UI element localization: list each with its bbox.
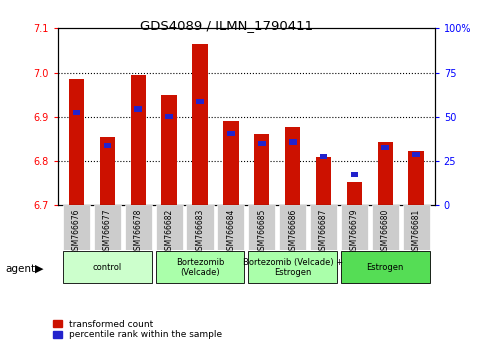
Bar <box>130 75 146 205</box>
FancyBboxPatch shape <box>248 251 337 283</box>
Text: GSM766676: GSM766676 <box>72 209 81 255</box>
Text: GSM766684: GSM766684 <box>227 209 235 255</box>
FancyBboxPatch shape <box>63 251 152 283</box>
Bar <box>316 157 331 205</box>
Bar <box>72 110 80 115</box>
Text: agent: agent <box>6 264 36 274</box>
Text: GSM766683: GSM766683 <box>196 209 204 255</box>
FancyBboxPatch shape <box>310 205 337 250</box>
Bar <box>289 139 297 145</box>
Bar <box>320 154 327 159</box>
Bar <box>192 44 208 205</box>
FancyBboxPatch shape <box>341 251 430 283</box>
FancyBboxPatch shape <box>403 205 430 250</box>
Bar <box>378 142 393 205</box>
FancyBboxPatch shape <box>341 205 368 250</box>
Bar <box>351 172 358 177</box>
Text: GDS4089 / ILMN_1790411: GDS4089 / ILMN_1790411 <box>141 19 313 33</box>
FancyBboxPatch shape <box>279 205 306 250</box>
FancyBboxPatch shape <box>248 205 275 250</box>
Text: GSM766687: GSM766687 <box>319 209 328 255</box>
Bar <box>285 127 300 205</box>
Bar <box>347 182 362 205</box>
Bar <box>254 134 270 205</box>
Text: Bortezomib (Velcade) +
Estrogen: Bortezomib (Velcade) + Estrogen <box>242 258 343 277</box>
FancyBboxPatch shape <box>94 205 121 250</box>
Text: Bortezomib
(Velcade): Bortezomib (Velcade) <box>176 258 224 277</box>
FancyBboxPatch shape <box>125 205 152 250</box>
Text: Estrogen: Estrogen <box>367 263 404 272</box>
FancyBboxPatch shape <box>156 205 183 250</box>
Bar <box>99 137 115 205</box>
Text: ▶: ▶ <box>35 264 43 274</box>
Text: control: control <box>93 263 122 272</box>
Text: GSM766681: GSM766681 <box>412 209 421 255</box>
Bar <box>165 114 173 120</box>
Bar <box>103 143 111 148</box>
Text: GSM766679: GSM766679 <box>350 209 359 255</box>
Bar <box>196 99 204 104</box>
FancyBboxPatch shape <box>156 251 244 283</box>
Bar <box>409 151 424 205</box>
Bar <box>134 106 142 112</box>
Bar <box>412 152 420 157</box>
Bar <box>161 95 177 205</box>
Text: GSM766685: GSM766685 <box>257 209 266 255</box>
Bar <box>69 79 84 205</box>
FancyBboxPatch shape <box>63 205 90 250</box>
Text: GSM766677: GSM766677 <box>103 209 112 255</box>
FancyBboxPatch shape <box>217 205 244 250</box>
FancyBboxPatch shape <box>186 205 213 250</box>
Text: GSM766682: GSM766682 <box>165 209 173 255</box>
Legend: transformed count, percentile rank within the sample: transformed count, percentile rank withi… <box>53 320 222 339</box>
Text: GSM766678: GSM766678 <box>134 209 143 255</box>
Bar <box>227 131 235 136</box>
Bar <box>223 121 239 205</box>
Bar <box>258 141 266 146</box>
Text: GSM766680: GSM766680 <box>381 209 390 255</box>
FancyBboxPatch shape <box>372 205 399 250</box>
Bar <box>382 145 389 150</box>
Text: GSM766686: GSM766686 <box>288 209 297 255</box>
